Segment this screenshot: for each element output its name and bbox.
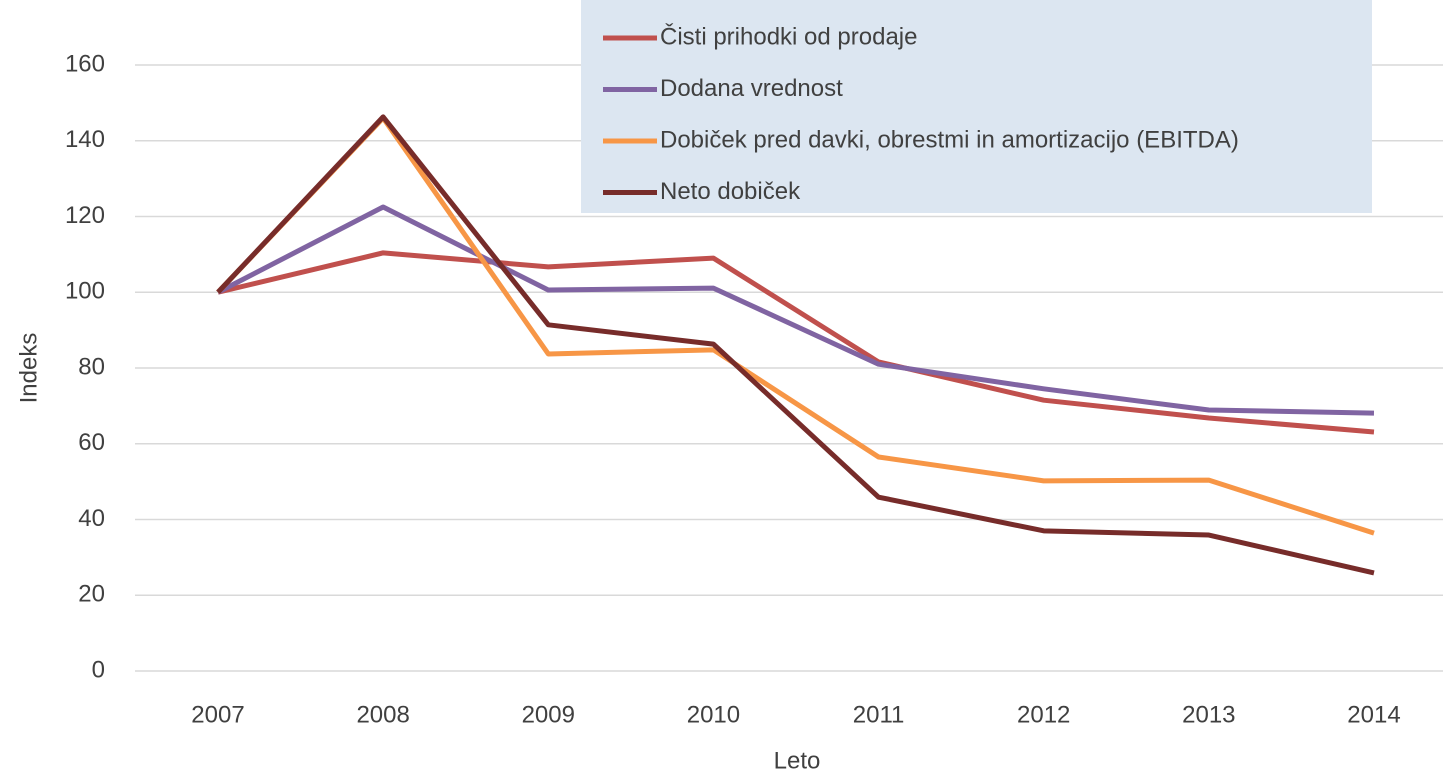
x-tick-label: 2012 <box>1017 701 1070 728</box>
legend-box <box>581 0 1372 213</box>
y-tick-label: 0 <box>92 656 105 683</box>
x-tick-label: 2010 <box>687 701 740 728</box>
y-tick-label: 80 <box>78 353 105 380</box>
legend-label: Čisti prihodki od prodaje <box>660 22 917 50</box>
y-tick-label: 100 <box>65 278 105 305</box>
series-line <box>216 114 1375 576</box>
y-tick-label: 120 <box>65 202 105 229</box>
legend-label: Dodana vrednost <box>660 75 843 102</box>
x-tick-label: 2011 <box>853 701 905 728</box>
x-axis-label: Leto <box>774 747 821 774</box>
x-tick-label: 2007 <box>191 701 244 728</box>
y-tick-label: 140 <box>65 126 105 153</box>
y-tick-label: 20 <box>78 581 105 608</box>
series-line <box>216 204 1375 416</box>
x-tick-label: 2013 <box>1182 701 1235 728</box>
x-tick-label: 2009 <box>522 701 575 728</box>
x-tick-label: 2008 <box>356 701 409 728</box>
y-axis-label: Indeks <box>15 333 42 404</box>
series-line <box>217 250 1375 435</box>
series-line <box>216 115 1375 536</box>
legend-label: Neto dobiček <box>660 178 801 205</box>
x-tick-label: 2014 <box>1347 701 1400 728</box>
y-tick-label: 60 <box>78 429 105 456</box>
legend-label: Dobiček pred davki, obrestmi in amortiza… <box>660 126 1239 153</box>
y-tick-label: 40 <box>78 505 105 532</box>
y-tick-label: 160 <box>65 50 105 77</box>
